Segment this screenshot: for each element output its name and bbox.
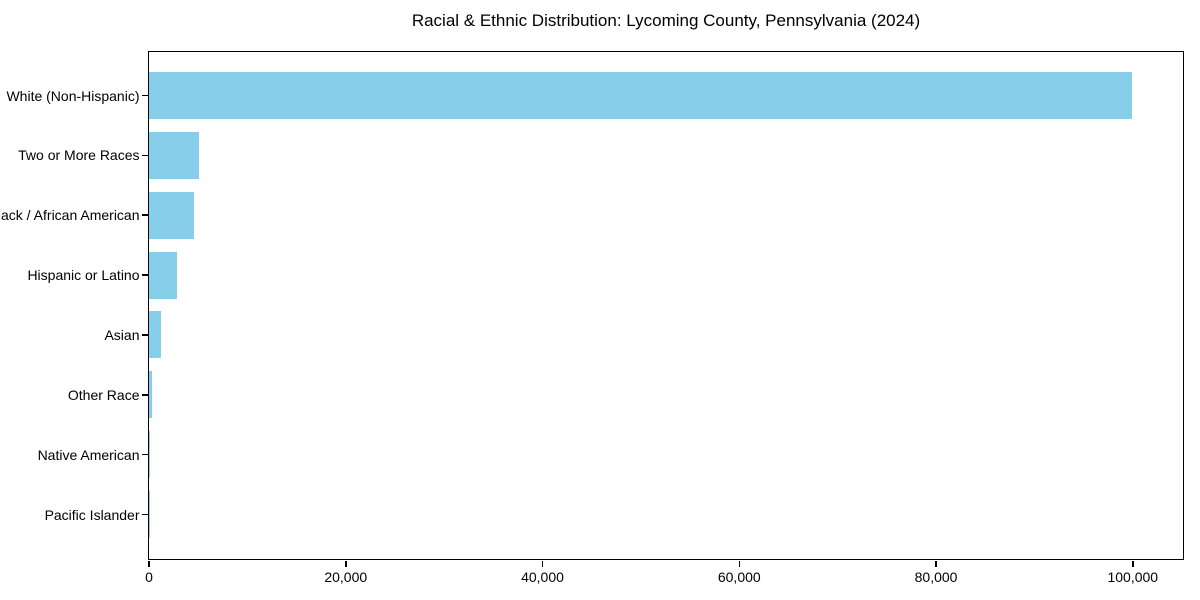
x-tick-label: 40,000 <box>521 569 564 585</box>
bar <box>149 191 194 239</box>
bar <box>149 131 199 179</box>
x-tick-label: 0 <box>145 569 153 585</box>
x-tick <box>935 560 937 567</box>
y-tick-label: Pacific Islander <box>44 506 140 523</box>
y-tick <box>141 214 148 216</box>
chart-title: Racial & Ethnic Distribution: Lycoming C… <box>411 11 921 30</box>
y-tick <box>141 94 148 97</box>
y-tick <box>141 334 148 336</box>
x-tick <box>148 560 150 567</box>
y-tick-label: Black / African American <box>0 207 140 224</box>
x-tick <box>541 560 544 567</box>
y-tick <box>141 154 148 157</box>
bar <box>149 371 152 419</box>
plot-area: White (Non-Hispanic) Two or More Races Bla… <box>0 51 1184 585</box>
y-tick <box>141 274 148 276</box>
y-tick-label: White (Non-Hispanic) <box>6 87 140 104</box>
y-tick-label: Native American <box>37 446 140 463</box>
x-tick-label: 80,000 <box>914 569 958 585</box>
bar <box>149 431 150 479</box>
y-tick-label: Asian <box>104 326 140 343</box>
y-tick-label: Hispanic or Latino <box>27 267 140 284</box>
y-tick-label: Two or More Races <box>18 147 140 164</box>
bar <box>149 311 162 359</box>
x-tick-label: 20,000 <box>324 569 368 585</box>
bar <box>149 251 177 299</box>
y-tick <box>141 513 148 516</box>
y-tick-label: Other Race <box>67 386 140 403</box>
y-tick <box>141 453 148 456</box>
x-tick <box>345 560 347 567</box>
x-tick-label: 100,000 <box>1107 569 1159 585</box>
y-tick <box>141 394 148 396</box>
x-tick <box>1132 560 1134 567</box>
bar <box>149 72 1132 119</box>
x-tick <box>738 560 741 567</box>
x-tick-label: 60,000 <box>717 569 761 585</box>
